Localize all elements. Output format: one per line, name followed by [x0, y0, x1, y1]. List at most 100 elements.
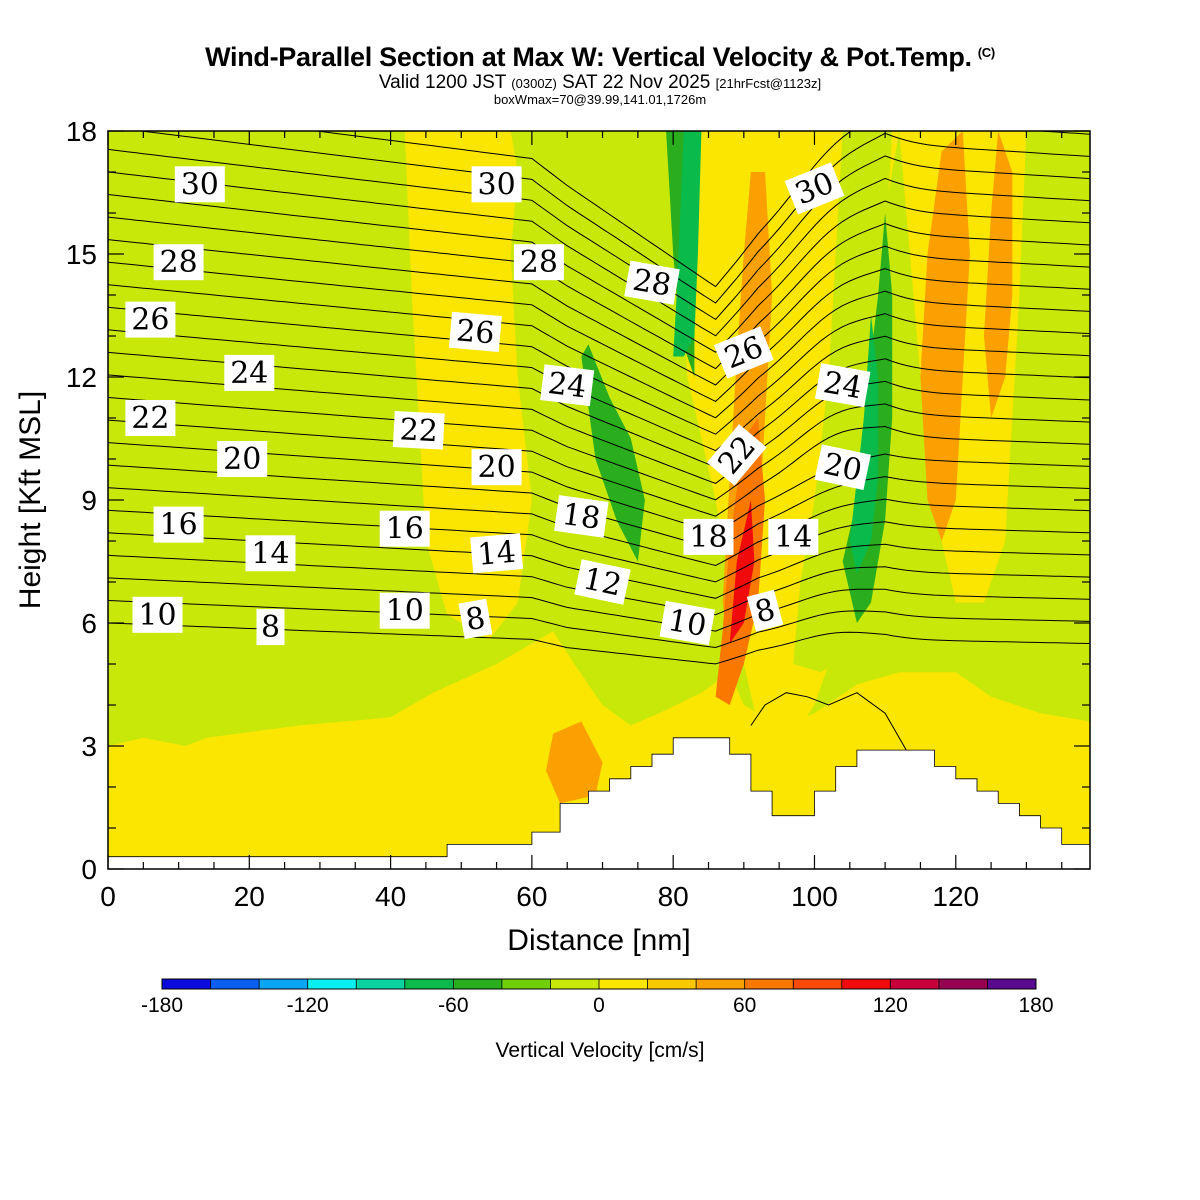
theta-label-group: 22 — [392, 411, 445, 450]
theta-label-group: 20 — [471, 449, 522, 486]
velocity-fill — [108, 131, 1090, 869]
theta-contour-26 — [108, 216, 1090, 370]
theta-label: 28 — [520, 245, 558, 280]
theta-label-box — [706, 424, 767, 486]
theta-label: 24 — [546, 366, 588, 405]
theta-label: 12 — [580, 561, 625, 603]
colorbar-bin — [550, 979, 600, 989]
x-tick-label: 60 — [516, 881, 547, 912]
theta-label-box — [784, 162, 845, 215]
theta-label-box — [814, 363, 871, 408]
theta-label-group: 20 — [217, 441, 268, 477]
theta-label: 14 — [774, 520, 812, 555]
title-text: Wind-Parallel Section at Max W: Vertical… — [205, 42, 972, 72]
theta-label-box — [132, 596, 183, 633]
theta-label-group: 14 — [768, 518, 819, 555]
subtitle-date: SAT 22 Nov 2025 — [562, 72, 711, 93]
colorbar-bin — [453, 979, 503, 989]
theta-label: 30 — [181, 167, 219, 202]
theta-label-group: 24 — [224, 354, 275, 391]
theta-label-box — [153, 506, 204, 543]
theta-label: 10 — [138, 598, 176, 633]
subtitle-utc: (0300Z) — [511, 76, 557, 91]
theta-label-box — [659, 600, 716, 646]
theta-label-group: 20 — [814, 444, 871, 491]
theta-label: 28 — [160, 245, 198, 280]
theta-label-group: 18 — [683, 518, 734, 555]
axes: 0 20 40 60 80 100 120 0 3 6 9 12 15 18 — [66, 116, 1090, 912]
theta-label: 20 — [820, 447, 865, 489]
theta-label: 10 — [665, 603, 709, 644]
theta-label-group: 14 — [470, 533, 524, 574]
theta-label-box — [768, 518, 819, 555]
theta-label-box — [379, 592, 430, 629]
theta-label-group: 28 — [513, 244, 564, 281]
w-region-14 — [581, 344, 645, 562]
y-tick-label: 18 — [66, 116, 97, 147]
x-tick-label: 120 — [932, 881, 979, 912]
subtitle-valid: Valid 1200 JST — [378, 72, 507, 93]
box-wmax-line: boxWmax=70@39.99,141.01,1726m — [493, 92, 707, 107]
theta-label-box — [624, 260, 680, 305]
theta-label-box — [256, 609, 285, 646]
theta-contours — [108, 131, 1090, 751]
theta-label: 18 — [689, 520, 727, 555]
theta-label-box — [153, 244, 204, 281]
x-tick-label: 0 — [100, 881, 116, 912]
theta-contour-10 — [108, 577, 1090, 632]
theta-label-box — [217, 441, 268, 477]
theta-contour-18 — [108, 397, 1090, 501]
theta-label-group: 10 — [132, 596, 183, 633]
theta-label-group: 24 — [814, 363, 871, 408]
theta-label-group: 10 — [379, 592, 430, 629]
colorbar-tick-label: 120 — [873, 994, 908, 1017]
colorbar-bin — [404, 979, 454, 989]
y-tick-label: 12 — [66, 362, 97, 393]
theta-label: 20 — [478, 450, 516, 485]
theta-label: 14 — [476, 535, 517, 573]
theta-label-box — [471, 166, 522, 203]
theta-label: 30 — [478, 167, 516, 202]
theta-label: 14 — [251, 536, 289, 571]
colorbar-frame — [161, 978, 1037, 990]
theta-label-group: 26 — [125, 301, 176, 338]
colorbar-tick-label: 0 — [593, 994, 605, 1017]
y-tick-label: 0 — [81, 854, 97, 885]
x-tick-label: 40 — [375, 881, 406, 912]
theta-contour-29 — [108, 148, 1090, 321]
theta-label: 26 — [131, 303, 169, 338]
theta-contour-9 — [108, 600, 1090, 649]
theta-contour-23 — [108, 284, 1090, 419]
theta-label-box — [470, 533, 524, 574]
colorbar-tick-label: -60 — [438, 994, 468, 1017]
theta-label-group: 30 — [174, 166, 225, 203]
theta-label: 24 — [230, 356, 268, 391]
theta-label-box — [224, 354, 275, 391]
theta-label-box — [683, 518, 734, 555]
theta-contour-13 — [108, 509, 1090, 583]
theta-label-box — [746, 589, 784, 632]
colorbar-bin — [841, 979, 891, 989]
w-region-13 — [1068, 131, 1090, 213]
w-region-17 — [673, 131, 702, 357]
colorbar-bin — [793, 979, 843, 989]
theta-contour-16 — [108, 442, 1090, 534]
theta-label-box — [540, 364, 595, 407]
theta-label-group: 26 — [448, 311, 502, 353]
theta-contour-17 — [108, 419, 1090, 517]
theta-label: 28 — [630, 263, 674, 304]
theta-label: 20 — [223, 442, 261, 477]
theta-label: 8 — [261, 610, 280, 645]
colorbar-bin — [162, 979, 212, 989]
y-tick-label: 3 — [81, 731, 97, 762]
theta-contour-21 — [108, 329, 1090, 452]
colorbar-bin — [890, 979, 940, 989]
theta-label-group: 16 — [153, 506, 204, 543]
theta-label-box — [125, 301, 176, 338]
theta-label: 22 — [399, 412, 439, 449]
theta-label-box — [713, 326, 774, 379]
x-axis-label: Distance [nm] — [507, 924, 690, 957]
colorbar-bin — [696, 979, 746, 989]
